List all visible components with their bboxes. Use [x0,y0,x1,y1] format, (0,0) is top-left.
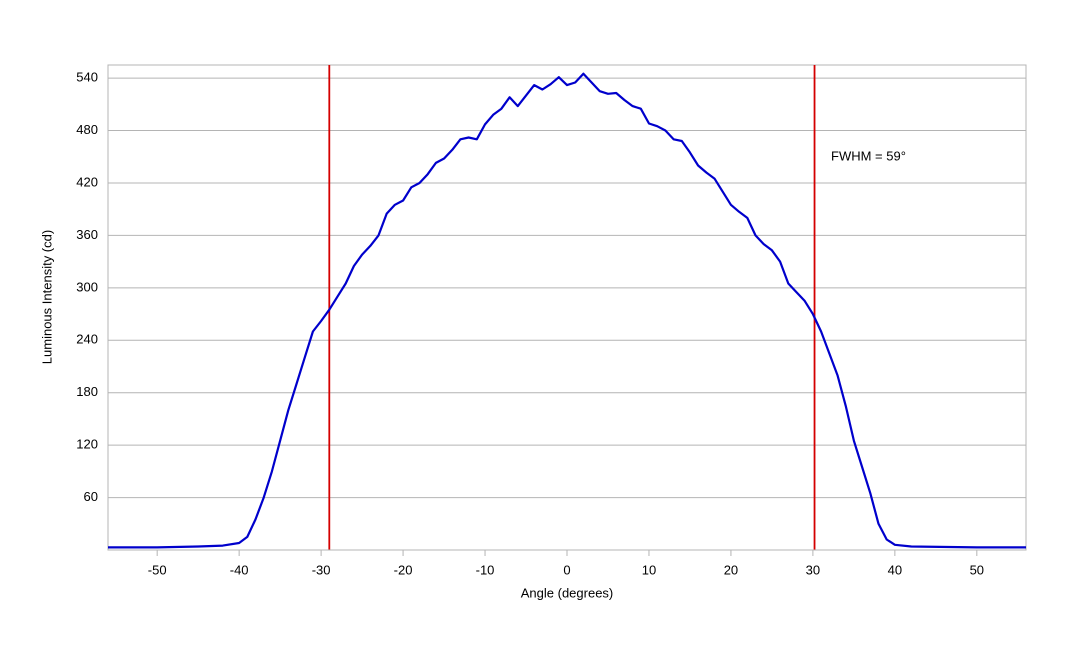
annotation: FWHM = 59° [831,148,906,163]
x-tick-label: -30 [312,562,331,577]
x-tick-label: -10 [476,562,495,577]
y-tick-label: 120 [76,437,98,452]
data-line [108,72,1026,549]
x-tick-label: 0 [563,562,570,577]
x-tick-label: -20 [394,562,413,577]
y-tick-label: 420 [76,174,98,189]
y-axis-label: Luminous Intensity (cd) [39,230,54,364]
y-tick-label: 540 [76,70,98,85]
x-tick-label: -50 [148,562,167,577]
x-axis-label: Angle (degrees) [521,585,614,600]
x-tick-label: 50 [970,562,984,577]
y-tick-label: 480 [76,122,98,137]
y-tick-label: 180 [76,384,98,399]
plot-frame [107,64,1027,551]
y-tick-label: 60 [84,489,98,504]
x-tick-label: 10 [642,562,656,577]
y-tick-label: 300 [76,279,98,294]
x-tick-label: 40 [888,562,902,577]
x-tick-label: 30 [806,562,820,577]
x-tick-label: 20 [724,562,738,577]
y-tick-label: 240 [76,332,98,347]
x-tick-label: -40 [230,562,249,577]
y-tick-label: 360 [76,227,98,242]
